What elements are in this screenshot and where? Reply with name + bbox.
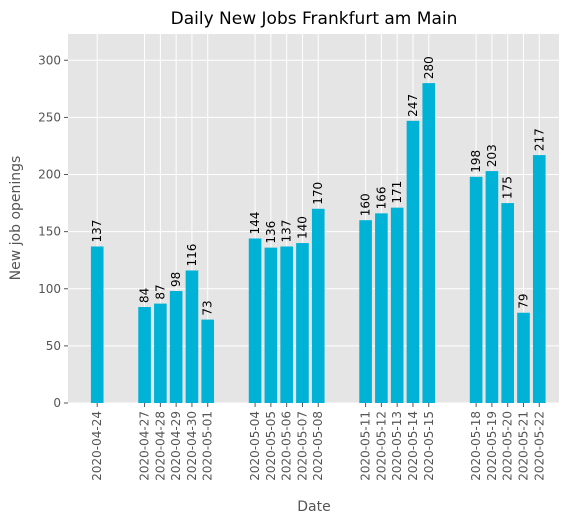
data-label: 87 [153, 284, 167, 299]
x-tick-label: 2020-05-18 [469, 411, 483, 481]
data-label: 144 [248, 212, 262, 235]
bar [406, 120, 420, 403]
x-axis-label: Date [297, 499, 330, 515]
bar [375, 213, 388, 403]
data-label: 137 [90, 220, 104, 243]
data-label: 160 [359, 193, 373, 216]
data-label: 171 [390, 181, 404, 204]
y-tick-label: 100 [38, 282, 61, 296]
bar [422, 83, 436, 403]
bar [90, 246, 104, 403]
bar [532, 155, 546, 403]
x-tick-label: 2020-04-28 [153, 411, 167, 481]
data-label: 98 [169, 272, 183, 287]
bar [501, 203, 515, 403]
bar [390, 207, 404, 403]
bar [154, 303, 167, 403]
x-tick-label: 2020-05-06 [280, 411, 294, 481]
y-tick-label: 300 [38, 53, 61, 67]
x-tick-label: 2020-05-14 [406, 411, 420, 481]
x-tick-label: 2020-04-29 [169, 411, 183, 481]
bar [138, 307, 151, 403]
data-label: 166 [374, 186, 388, 209]
chart-title: Daily New Jobs Frankfurt am Main [171, 9, 458, 29]
y-axis: 0 50 100 150 200 250 300 [38, 53, 68, 410]
data-label: 140 [295, 216, 309, 239]
x-tick-label: 2020-05-12 [374, 411, 388, 481]
x-tick-label: 2020-05-22 [532, 411, 546, 481]
x-tick-label: 2020-05-15 [422, 411, 436, 481]
data-label: 84 [138, 288, 152, 303]
x-tick-label: 2020-05-11 [359, 411, 373, 481]
bar [517, 312, 530, 403]
data-label: 136 [264, 221, 278, 244]
data-label: 217 [532, 128, 546, 151]
bar [264, 247, 278, 403]
bar [296, 243, 309, 403]
bar [185, 270, 199, 403]
x-axis: 2020-04-24 2020-04-27 2020-04-28 2020-04-29… [90, 403, 546, 481]
x-tick-label: 2020-05-19 [485, 411, 499, 481]
bar [485, 171, 499, 403]
bars [90, 83, 546, 403]
x-tick-label: 2020-05-04 [248, 411, 262, 481]
data-label: 116 [185, 244, 199, 267]
y-tick-label: 150 [38, 225, 61, 239]
data-label: 280 [422, 56, 436, 79]
y-tick-label: 0 [53, 396, 61, 410]
data-label: 175 [501, 176, 515, 199]
bar [311, 208, 325, 403]
x-tick-label: 2020-05-08 [311, 411, 325, 481]
data-label: 73 [201, 300, 215, 315]
x-tick-label: 2020-05-20 [501, 411, 515, 481]
data-label: 247 [406, 94, 420, 117]
y-tick-label: 50 [46, 339, 61, 353]
bar [169, 291, 183, 403]
x-tick-label: 2020-05-13 [390, 411, 404, 481]
x-tick-label: 2020-05-07 [295, 411, 309, 481]
data-label: 79 [516, 293, 530, 308]
data-label: 170 [311, 182, 325, 205]
x-tick-label: 2020-05-05 [264, 411, 278, 481]
data-label: 198 [469, 150, 483, 173]
x-tick-label: 2020-05-01 [201, 411, 215, 481]
bar [359, 220, 372, 403]
data-label: 203 [485, 144, 499, 167]
bar [248, 238, 262, 403]
x-tick-label: 2020-05-21 [516, 411, 530, 481]
bar [469, 176, 483, 403]
y-axis-label: New job openings [8, 156, 24, 281]
x-tick-label: 2020-04-27 [138, 411, 152, 481]
y-tick-label: 250 [38, 110, 61, 124]
bar [280, 246, 293, 403]
y-tick-label: 200 [38, 168, 61, 182]
data-label: 137 [280, 220, 294, 243]
x-tick-label: 2020-04-24 [90, 411, 104, 481]
x-tick-label: 2020-04-30 [185, 411, 199, 481]
bar [201, 319, 215, 403]
